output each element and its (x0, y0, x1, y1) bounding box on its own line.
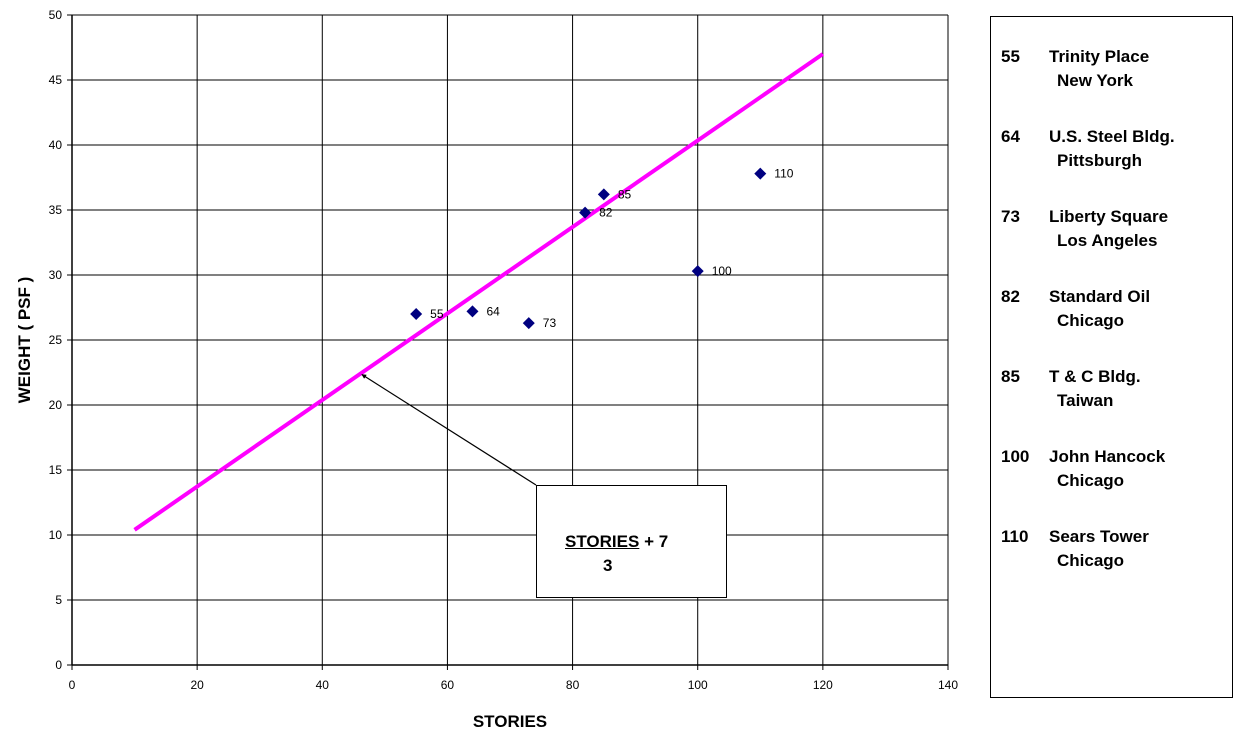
legend-number: 73 (1001, 207, 1020, 226)
legend-building-name: Standard Oil (1049, 287, 1151, 306)
data-point (754, 167, 767, 180)
y-tick-label: 35 (49, 203, 63, 217)
data-point (597, 188, 610, 201)
x-axis-title: STORIES (473, 712, 547, 730)
legend-city: Pittsburgh (1057, 151, 1142, 170)
formula-stories-text: STORIES (565, 532, 640, 551)
legend-city: Chicago (1057, 311, 1125, 330)
y-tick-label: 50 (49, 8, 63, 22)
data-point-label: 64 (486, 304, 500, 318)
data-point (579, 206, 592, 219)
data-point (522, 317, 535, 330)
legend-number: 82 (1001, 287, 1020, 306)
y-tick-label: 20 (49, 398, 63, 412)
y-tick-label: 30 (49, 268, 63, 282)
data-point-label: 100 (712, 264, 732, 278)
x-tick-label: 60 (441, 678, 455, 692)
x-tick-label: 140 (938, 678, 958, 692)
y-tick-label: 25 (49, 333, 63, 347)
legend-box: 55 Trinity Place New York 64 U.S. Steel Bldg… (990, 16, 1233, 698)
data-point (410, 308, 423, 320)
y-tick-label: 10 (49, 528, 63, 542)
y-tick-label: 15 (49, 463, 63, 477)
legend-city: New York (1057, 71, 1133, 90)
data-point-label: 82 (599, 206, 613, 220)
legend-building-name: Sears Tower (1049, 527, 1149, 546)
legend-city: Chicago (1057, 471, 1125, 490)
y-tick-label: 5 (55, 593, 62, 607)
legend-city: Chicago (1057, 551, 1125, 570)
annotation-arrow (361, 373, 537, 486)
x-tick-label: 20 (190, 678, 204, 692)
legend-number: 64 (1001, 127, 1020, 146)
x-tick-label: 120 (813, 678, 833, 692)
legend-city: Los Angeles (1057, 231, 1158, 250)
legend-city: Taiwan (1057, 391, 1114, 410)
legend-number: 110 (1001, 527, 1029, 546)
y-axis-title: WEIGHT ( PSF ) (15, 277, 34, 404)
y-tick-label: 40 (49, 138, 63, 152)
legend-building-name: Trinity Place (1049, 47, 1150, 66)
legend-number: 85 (1001, 367, 1020, 386)
data-point-label: 110 (774, 167, 793, 181)
legend-number: 100 (1001, 447, 1030, 466)
formula-denominator: 3 (603, 556, 613, 575)
formula-plus-text: + 7 (644, 532, 669, 551)
data-point-label: 73 (543, 316, 557, 330)
data-point (691, 265, 704, 278)
plot-area: 0 20 40 60 80 100 120 140 0 5 10 15 20 25 30 35 40 45 50 ST… (15, 8, 958, 730)
legend-number: 55 (1001, 47, 1020, 66)
y-tick-label: 0 (55, 658, 62, 672)
data-point (466, 305, 479, 318)
x-tick-label: 80 (566, 678, 580, 692)
formula-numerator: STORIES + 7 (565, 532, 668, 552)
legend-building-name: Liberty Square (1049, 207, 1169, 226)
trend-line (133, 52, 824, 532)
data-point-label: 85 (618, 187, 632, 201)
legend-building-name: T & C Bldg. (1049, 367, 1141, 386)
x-tick-label: 40 (316, 678, 330, 692)
y-tick-label: 45 (49, 73, 63, 87)
x-tick-label: 0 (69, 678, 76, 692)
x-tick-label: 100 (688, 678, 708, 692)
legend-building-name: U.S. Steel Bldg. (1049, 127, 1175, 146)
formula-annotation-box: STORIES + 7 3 (536, 485, 727, 598)
legend-building-name: John Hancock (1049, 447, 1166, 466)
data-point-label: 55 (430, 307, 444, 321)
